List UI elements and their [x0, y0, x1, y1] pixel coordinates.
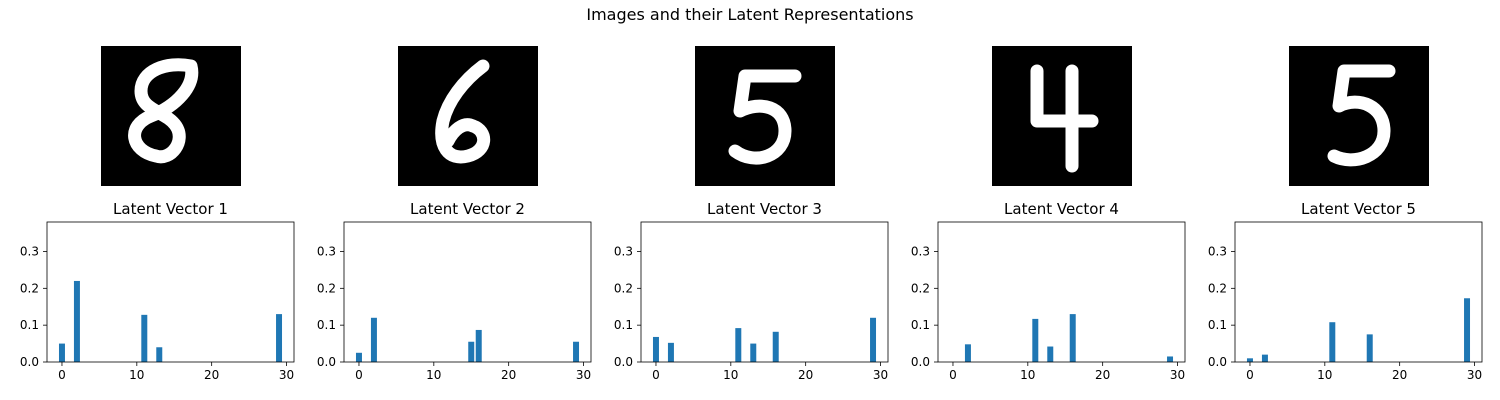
- y-tick-label: 0.0: [911, 355, 930, 369]
- digit-stroke: [435, 59, 491, 164]
- bar: [355, 352, 362, 362]
- bar: [156, 347, 163, 362]
- y-tick-label: 0.2: [20, 281, 39, 295]
- y-tick-label: 0.3: [1208, 244, 1227, 258]
- x-tick-label: 0: [652, 368, 660, 382]
- y-tick-label: 0.3: [317, 244, 336, 258]
- digit-image-1: [101, 46, 241, 186]
- x-tick-label: 10: [129, 368, 144, 382]
- bar: [141, 314, 148, 362]
- x-tick-label: 30: [576, 368, 591, 382]
- bar: [468, 341, 475, 362]
- x-tick-label: 20: [1392, 368, 1407, 382]
- chart-title: Latent Vector 1: [113, 200, 228, 218]
- latent-chart-2: Latent Vector 2 0 10 20 30 0.0 0.1 0.2 0.3: [317, 200, 592, 382]
- y-tick-label: 0.0: [20, 355, 39, 369]
- x-tick-label: 10: [426, 368, 441, 382]
- y-tick-label: 0.2: [1208, 281, 1227, 295]
- bar: [1167, 356, 1174, 362]
- bar: [667, 342, 674, 362]
- y-tick-label: 0.2: [317, 281, 336, 295]
- x-tick-label: 20: [798, 368, 813, 382]
- digit-stroke: [128, 58, 199, 164]
- digit-image-4: [992, 46, 1132, 186]
- digit-image-3: [695, 46, 835, 186]
- latent-chart-5: Latent Vector 5 0 10 20 30 0.0 0.1 0.2 0.3: [1208, 200, 1483, 382]
- latent-chart-4: Latent Vector 4 0 10 20 30 0.0 0.1 0.2 0.3: [911, 200, 1186, 382]
- bar: [276, 314, 283, 362]
- x-tick-label: 0: [949, 368, 957, 382]
- x-tick-label: 30: [1467, 368, 1482, 382]
- y-tick-label: 0.1: [911, 318, 930, 332]
- x-tick-label: 30: [279, 368, 294, 382]
- x-tick-label: 0: [355, 368, 363, 382]
- bar: [1032, 318, 1039, 362]
- y-tick-label: 0.0: [317, 355, 336, 369]
- x-tick-label: 10: [723, 368, 738, 382]
- latent-chart-3: Latent Vector 3 0 10 20 30 0.0 0.1 0.2 0.3: [614, 200, 889, 382]
- y-tick-label: 0.3: [911, 244, 930, 258]
- chart-title: Latent Vector 4: [1004, 200, 1119, 218]
- axes-frame: [343, 221, 592, 363]
- y-tick-label: 0.1: [20, 318, 39, 332]
- bar: [1329, 322, 1336, 362]
- bar: [652, 336, 659, 362]
- bar: [73, 280, 80, 362]
- latent-chart-1: Latent Vector 1 0 10 20 30 0.0 0.1 0.2 0.3: [20, 200, 295, 382]
- y-tick-label: 0.1: [614, 318, 633, 332]
- bar: [1069, 314, 1076, 362]
- digit-stroke: [1030, 64, 1099, 173]
- x-tick-label: 10: [1317, 368, 1332, 382]
- axes-frame: [937, 221, 1186, 363]
- axes-frame: [1234, 221, 1483, 363]
- y-tick-label: 0.3: [614, 244, 633, 258]
- bar: [1047, 346, 1054, 362]
- y-tick-label: 0.2: [614, 281, 633, 295]
- digit-image-2: [398, 46, 538, 186]
- bar: [475, 329, 482, 362]
- bar: [735, 328, 742, 362]
- digit-stroke: [728, 69, 802, 165]
- bar: [1261, 354, 1268, 362]
- y-tick-label: 0.1: [1208, 318, 1227, 332]
- x-tick-label: 30: [873, 368, 888, 382]
- axes-frame: [46, 221, 295, 363]
- digit-stroke: [1327, 64, 1396, 167]
- y-tick-label: 0.0: [1208, 355, 1227, 369]
- chart-title: Latent Vector 5: [1301, 200, 1416, 218]
- chart-title: Latent Vector 3: [707, 200, 822, 218]
- x-tick-label: 0: [58, 368, 66, 382]
- digit-image-5: [1289, 46, 1429, 186]
- bar: [1246, 358, 1253, 362]
- x-tick-label: 20: [1095, 368, 1110, 382]
- x-tick-label: 30: [1170, 368, 1185, 382]
- bar: [58, 343, 65, 362]
- bar: [370, 317, 377, 362]
- figure-title: Images and their Latent Representations: [586, 5, 914, 24]
- x-tick-label: 0: [1246, 368, 1254, 382]
- y-tick-label: 0.3: [20, 244, 39, 258]
- x-tick-label: 10: [1020, 368, 1035, 382]
- bar: [750, 343, 757, 362]
- x-tick-label: 20: [501, 368, 516, 382]
- digit-image-background: [695, 46, 835, 186]
- x-tick-label: 20: [204, 368, 219, 382]
- bar: [964, 344, 971, 362]
- bar: [870, 317, 877, 362]
- axes-frame: [640, 221, 889, 363]
- y-tick-label: 0.0: [614, 355, 633, 369]
- bar: [1366, 334, 1373, 362]
- digit-image-background: [398, 46, 538, 186]
- chart-title: Latent Vector 2: [410, 200, 525, 218]
- y-tick-label: 0.1: [317, 318, 336, 332]
- bar: [772, 331, 779, 362]
- y-tick-label: 0.2: [911, 281, 930, 295]
- bar: [1464, 298, 1471, 362]
- bar: [573, 341, 580, 362]
